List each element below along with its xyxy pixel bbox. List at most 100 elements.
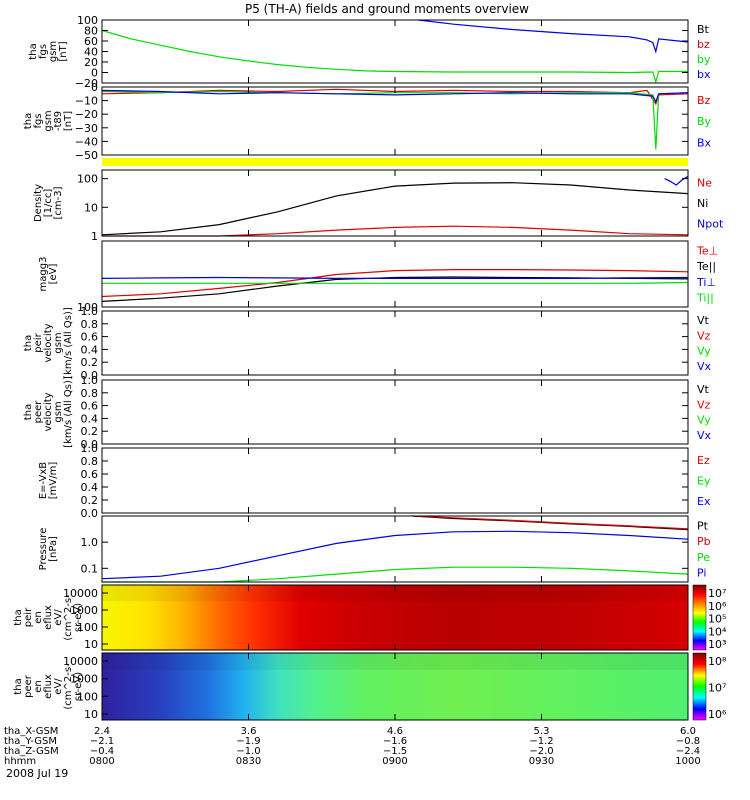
y-axis-label-line: tha [23,113,34,129]
y-axis-label-line: [1/cc] [43,189,54,218]
series-line-te [101,276,689,302]
colorbar [692,652,707,721]
legend-label: Pt [697,519,709,532]
y-axis-label: thapeirenefluxeV/(cm^2-s-sr-eV) [13,594,84,641]
y-axis-label-line: sr-eV) [73,603,84,632]
spectrogram-peer_eflux [102,653,688,720]
y-tick-label: 0.2 [81,425,99,438]
legend-label: Te|| [696,260,716,273]
x-axis-tick-label: 0800 [89,756,114,767]
x-axis-tick-label: −1.9 [236,736,260,747]
panel-frame [101,169,689,237]
y-tick-label: 60 [84,35,98,48]
series-line-ti [101,276,689,279]
y-axis-label-line: [nT] [58,41,69,61]
y-tick-label: −30 [75,122,98,135]
legend-label: Pb [697,535,711,548]
y-axis-label-line: peer [23,674,34,698]
legend-label: Te⊥ [696,244,718,257]
y-tick-label: 0.0 [81,438,99,451]
y-tick-label: 10 [84,708,98,721]
legend-label: Vx [697,429,712,442]
y-axis-label-line: [km/s (All Qs)] [63,307,74,379]
y-tick-label: 0.0 [81,507,99,520]
y-tick-label: −40 [75,135,98,148]
y-tick-label: 0.8 [81,387,99,400]
y-tick-label: 1.0 [81,374,99,387]
y-axis-label-line: eflux [43,674,54,699]
figure-title: P5 (TH-A) fields and ground moments over… [245,2,529,16]
y-tick-label: 0.4 [81,412,99,425]
y-tick-label: 10000 [63,587,98,600]
panel-pressure: 1.0 0.1 Pressure[nPa] Pt Pb Pe Pi [38,515,711,583]
y-axis-label-line: tha [13,609,24,625]
y-tick-label: −20 [75,108,98,121]
series-line-pb [412,515,689,530]
y-axis-label-line: peir [23,607,34,627]
legend-label: bz [697,38,710,51]
legend-label: Npot [697,218,724,231]
x-axis-row-label: tha_Y-GSM [4,736,57,747]
series-line-by [101,90,689,150]
y-tick-label: 0.8 [81,318,99,331]
x-axis-tick-label: 4.6 [387,726,403,737]
panel-frame [101,310,689,376]
colorbar-tick-label: 10³ [708,638,726,651]
legend-label: Ti|| [696,292,714,305]
panel-density: 100 10 1 Density[1/cc][cm-3] Ne Ni Npot [33,169,724,243]
y-axis-label: Pressure[nPa] [38,528,59,571]
y-axis-label-line: [cm-3] [53,186,64,219]
colorbar-tick-label: 10⁶ [708,600,727,613]
legend-label: by [697,53,711,66]
y-tick-label: 0.4 [81,481,99,494]
y-tick-label: −10 [75,95,98,108]
panel-temperature: 100 magg3[eV] Te⊥ Te|| Ti⊥ Ti|| [38,240,718,314]
panel-frame [101,86,689,156]
panel-frame [101,240,689,308]
y-tick-label: 0.0 [81,369,99,382]
legend-label: Vy [697,414,711,427]
y-tick-label: 1.0 [81,442,99,455]
x-axis-tick-label: 0830 [236,756,261,767]
x-axis-tick-label: −0.4 [90,746,114,757]
y-axis-label-line: peir [33,332,44,352]
y-axis-label-line: gsm [43,110,54,131]
series-line-npot [664,175,689,186]
x-axis-tick-label: 0900 [382,756,407,767]
panel-peir_eflux: 10⁷10⁶10⁵10⁴10³10000100010010thapeirenef… [13,584,727,651]
legend-label: Bx [697,136,712,149]
y-axis-label-line: (cm^2-s- [63,663,74,710]
legend-label: Ti⊥ [696,276,716,289]
series-line-pi [101,530,689,580]
y-tick-label: 1000 [70,673,98,686]
panel-peer_eflux: 10⁸10⁷10⁶10000100010010thapeerenefluxeV/… [13,652,727,721]
series-line-te [101,269,689,298]
y-tick-label: 10 [84,638,98,651]
y-axis-label-line: fgs [33,113,44,128]
y-tick-label: 100 [77,301,98,314]
legend-label: Vt [697,383,710,396]
x-axis-tick-label: −2.0 [529,746,553,757]
y-tick-label: 100 [77,621,98,634]
x-axis-tick-label: 0930 [529,756,554,767]
series-line-bx [101,89,689,104]
legend-label: By [697,115,712,128]
x-axis-tick-label: −1.5 [383,746,407,757]
y-axis-label-line: velocity [43,392,54,431]
y-axis-label: thafgsgsm[nT] [28,41,69,62]
y-axis-label-line: velocity [43,323,54,362]
colorbar-tick-label: 10⁷ [708,587,726,600]
y-tick-label: −50 [75,149,98,162]
y-axis-label-line: [mV/m] [48,462,59,500]
series-line-ti [102,281,689,284]
legend-label: Ex [697,495,711,508]
y-axis-label-line: fgs [38,44,49,59]
y-tick-label: 0 [91,81,98,94]
y-axis-label-line: [km/s (All Qs)] [63,376,74,448]
y-tick-label: 10000 [63,655,98,668]
y-axis-label-line: tha [28,43,39,59]
x-axis-tick-label: −2.1 [90,736,114,747]
series-line-bz [101,88,689,106]
y-tick-label: 0 [91,67,98,80]
